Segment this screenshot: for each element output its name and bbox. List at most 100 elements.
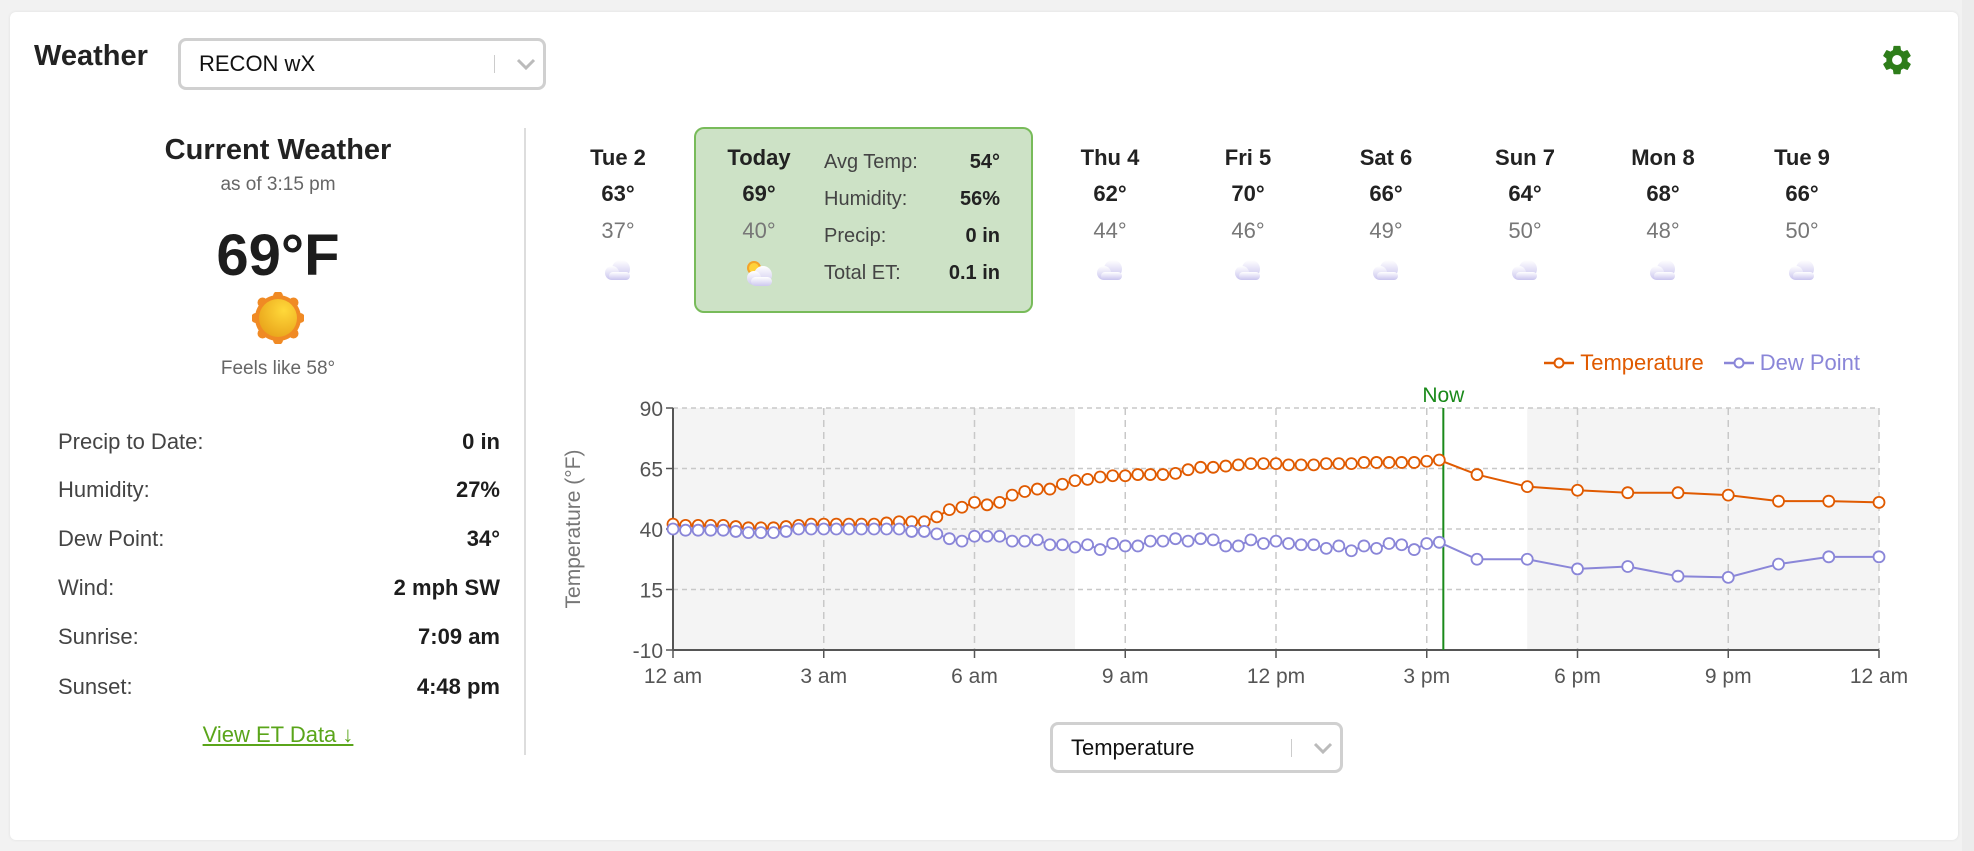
data-point <box>1056 477 1069 491</box>
chevron-down-icon <box>1306 738 1340 758</box>
data-point <box>1056 538 1069 552</box>
data-point <box>666 522 680 536</box>
forecast-low: 40° <box>742 218 776 243</box>
data-point <box>729 525 743 538</box>
forecast-day[interactable]: Sun 7 64° 50° <box>1465 145 1585 287</box>
forecast-low: 46° <box>1231 218 1265 243</box>
stat-label: Humidity: <box>824 187 908 210</box>
row-value: 27% <box>455 477 500 502</box>
forecast-day[interactable]: Sat 6 66° 49° <box>1326 145 1446 287</box>
data-point <box>1131 468 1145 481</box>
forecast-day[interactable]: Thu 4 62° 44° <box>1050 145 1170 287</box>
row-label: Dew Point: <box>58 526 165 551</box>
as-of-time: as of 3:15 pm <box>220 174 336 195</box>
select-separator <box>1291 738 1292 757</box>
data-point <box>1520 480 1534 494</box>
forecast-low: 49° <box>1369 218 1403 243</box>
data-point <box>1106 537 1120 550</box>
data-point <box>1257 457 1270 471</box>
legend-dew-point[interactable]: Dew Point <box>1723 350 1860 376</box>
data-point <box>892 522 906 536</box>
data-point <box>1357 539 1371 553</box>
row-value: 4:48 pm <box>416 674 500 699</box>
data-point <box>1231 539 1245 553</box>
station-select-value: RECON wX <box>199 51 316 76</box>
data-point <box>930 510 944 524</box>
data-point <box>804 522 818 536</box>
stat-label: Avg Temp: <box>824 150 918 173</box>
data-point <box>829 522 843 536</box>
data-point <box>930 527 944 541</box>
data-point <box>1206 460 1220 474</box>
data-point <box>1432 535 1446 549</box>
page-scrollbar[interactable] <box>1962 0 1974 851</box>
sunset-row: Sunset: 4:48 pm <box>58 672 500 702</box>
y-tick-label: -10 <box>633 640 663 663</box>
data-point <box>1721 570 1735 584</box>
current-temperature: 69°F <box>216 223 340 288</box>
data-point <box>1244 457 1258 471</box>
forecast-day[interactable]: Today 69° 40° <box>699 145 819 293</box>
data-point <box>1106 469 1120 483</box>
data-point <box>1081 538 1094 552</box>
data-point <box>1571 562 1584 576</box>
widget-title: Weather <box>34 40 148 72</box>
data-point <box>1282 537 1295 550</box>
forecast-high: 66° <box>1785 181 1819 206</box>
data-point <box>1294 538 1308 552</box>
station-select[interactable]: RECON wX <box>178 38 546 90</box>
x-tick-label: 12 am <box>644 665 702 688</box>
today-stat-avg-temp: Avg Temp: 54° <box>824 147 1000 177</box>
data-point <box>1621 486 1635 500</box>
forecast-day[interactable]: Fri 5 70° 46° <box>1188 145 1308 287</box>
row-label: Wind: <box>58 575 115 600</box>
data-point <box>1156 534 1170 548</box>
stat-value: 0.1 in <box>948 261 1000 284</box>
forecast-day[interactable]: Tue 9 66° 50° <box>1742 145 1862 287</box>
view-et-data-link[interactable]: View ET Data ↓ <box>202 722 354 747</box>
data-point <box>867 522 881 536</box>
data-point <box>1872 495 1886 509</box>
data-point <box>1244 533 1258 547</box>
forecast-day-name: Tue 9 <box>1774 145 1830 170</box>
forecast-high: 69° <box>742 181 776 206</box>
data-point <box>741 526 755 540</box>
cloud-icon <box>601 258 635 287</box>
legend-temperature[interactable]: Temperature <box>1544 350 1704 376</box>
stat-value: 0 in <box>965 224 1000 247</box>
data-point <box>1194 460 1208 474</box>
data-point <box>905 525 919 538</box>
data-point <box>1407 456 1421 469</box>
forecast-low: 50° <box>1785 218 1819 243</box>
x-tick-label: 9 pm <box>1705 665 1752 688</box>
x-tick-label: 6 am <box>951 665 998 688</box>
feels-like: Feels like 58° <box>220 358 336 379</box>
chart-legend: Temperature Dew Point <box>1544 350 1860 376</box>
data-point <box>1156 468 1170 481</box>
chart-type-select[interactable]: Temperature <box>1050 722 1343 773</box>
forecast-day-name: Fri 5 <box>1224 145 1272 170</box>
forecast-low: 37° <box>601 218 635 243</box>
forecast-day[interactable]: Tue 2 63° 37° <box>558 145 678 287</box>
legend-marker-icon <box>1723 357 1754 369</box>
x-tick-label: 12 pm <box>1247 665 1305 688</box>
today-stat-total-et: Total ET: 0.1 in <box>824 258 1000 288</box>
data-point <box>691 523 705 537</box>
cloud-icon <box>1093 258 1127 287</box>
data-point <box>1407 543 1421 556</box>
x-tick-label: 3 pm <box>1403 665 1450 688</box>
forecast-high: 64° <box>1508 181 1542 206</box>
data-point <box>1018 485 1032 498</box>
data-point <box>1307 458 1321 472</box>
gear-icon[interactable] <box>1880 43 1914 77</box>
data-point <box>1671 486 1685 500</box>
data-point <box>1420 454 1434 468</box>
forecast-low: 48° <box>1646 218 1680 243</box>
data-point <box>1344 544 1358 558</box>
data-point <box>1169 532 1182 546</box>
data-point <box>1571 483 1584 497</box>
forecast-high: 70° <box>1231 181 1265 206</box>
forecast-day-name: Today <box>727 145 791 170</box>
y-tick-label: 40 <box>640 519 663 542</box>
forecast-day[interactable]: Mon 8 68° 48° <box>1603 145 1723 287</box>
